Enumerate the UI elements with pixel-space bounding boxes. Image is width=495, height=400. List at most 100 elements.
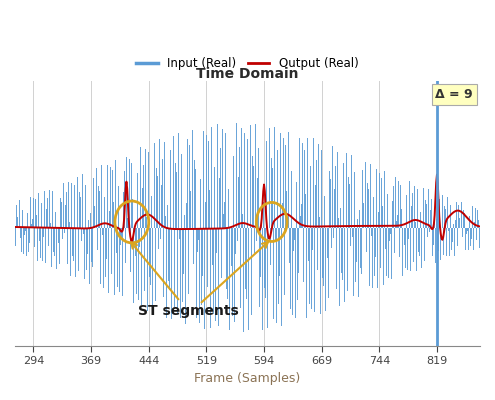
Bar: [265, 228, 266, 298]
Bar: [370, 164, 371, 228]
Bar: [48, 228, 49, 257]
Bar: [437, 196, 438, 228]
Bar: [16, 205, 17, 228]
Bar: [375, 228, 376, 257]
Bar: [337, 228, 338, 266]
Bar: [319, 217, 320, 228]
Bar: [61, 228, 62, 268]
Bar: [211, 127, 212, 228]
X-axis label: Frame (Samples): Frame (Samples): [195, 372, 300, 385]
Bar: [252, 156, 253, 228]
Bar: [444, 206, 445, 228]
Bar: [39, 228, 40, 240]
Bar: [290, 228, 291, 309]
Bar: [398, 181, 399, 228]
Bar: [467, 228, 468, 230]
Bar: [87, 228, 88, 254]
Bar: [331, 228, 332, 248]
Bar: [110, 167, 111, 228]
Bar: [324, 196, 325, 228]
Bar: [33, 198, 34, 228]
Bar: [84, 228, 85, 279]
Bar: [202, 228, 203, 276]
Bar: [116, 228, 117, 253]
Bar: [104, 178, 105, 228]
Bar: [205, 202, 206, 228]
Bar: [378, 212, 379, 228]
Bar: [424, 228, 425, 261]
Bar: [472, 206, 473, 228]
Bar: [321, 150, 322, 228]
Bar: [368, 189, 369, 228]
Bar: [336, 228, 337, 289]
Bar: [431, 199, 432, 228]
Bar: [479, 228, 480, 248]
Bar: [312, 228, 313, 250]
Bar: [91, 175, 92, 228]
Bar: [396, 228, 397, 279]
Bar: [421, 228, 422, 268]
Bar: [469, 216, 470, 228]
Bar: [358, 228, 359, 297]
Bar: [197, 228, 198, 252]
Bar: [232, 228, 233, 316]
Bar: [428, 189, 429, 228]
Bar: [306, 228, 307, 318]
Bar: [304, 150, 305, 228]
Bar: [228, 189, 229, 228]
Bar: [457, 228, 458, 246]
Bar: [246, 228, 247, 299]
Bar: [409, 181, 410, 228]
Bar: [192, 130, 193, 228]
Bar: [140, 147, 141, 228]
Bar: [269, 128, 270, 228]
Bar: [266, 141, 267, 228]
Bar: [323, 228, 324, 286]
Bar: [241, 228, 242, 278]
Bar: [141, 228, 142, 238]
Bar: [289, 228, 290, 263]
Bar: [20, 228, 21, 238]
Bar: [121, 228, 122, 236]
Bar: [41, 203, 42, 228]
Bar: [334, 189, 335, 228]
Bar: [380, 228, 381, 263]
Bar: [126, 157, 127, 228]
Bar: [318, 144, 319, 228]
Bar: [224, 202, 225, 228]
Bar: [69, 222, 70, 228]
Bar: [92, 228, 93, 268]
Bar: [56, 228, 57, 269]
Bar: [275, 228, 276, 240]
Bar: [174, 228, 175, 307]
Bar: [297, 228, 298, 300]
Bar: [117, 228, 118, 286]
Bar: [458, 204, 459, 228]
Bar: [416, 228, 417, 271]
Bar: [465, 228, 466, 250]
Bar: [418, 228, 419, 252]
Bar: [107, 219, 108, 228]
Bar: [282, 203, 283, 228]
Bar: [316, 160, 317, 228]
Bar: [310, 174, 311, 228]
Bar: [204, 228, 205, 329]
Bar: [423, 188, 424, 228]
Bar: [340, 208, 341, 228]
Bar: [277, 179, 278, 228]
Bar: [314, 228, 315, 312]
Bar: [54, 192, 55, 228]
Bar: [181, 154, 182, 228]
Bar: [143, 164, 144, 228]
Bar: [82, 174, 83, 228]
Bar: [78, 228, 79, 271]
Bar: [180, 228, 181, 318]
Bar: [122, 228, 123, 296]
Bar: [146, 217, 147, 228]
Bar: [259, 228, 260, 307]
Bar: [132, 199, 133, 228]
Bar: [360, 228, 361, 268]
Bar: [403, 180, 404, 228]
Bar: [429, 228, 430, 232]
Bar: [58, 228, 59, 243]
